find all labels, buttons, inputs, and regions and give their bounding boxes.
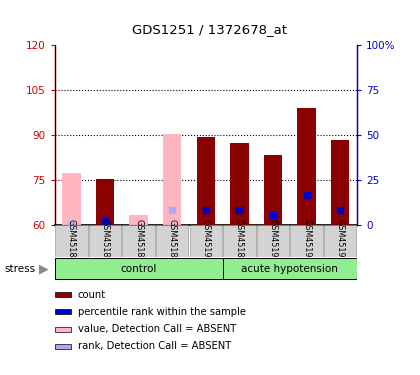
- Bar: [55, 309, 71, 314]
- Text: GSM45188: GSM45188: [235, 219, 244, 262]
- Bar: [163, 134, 181, 225]
- Bar: [331, 140, 349, 225]
- Bar: [55, 292, 71, 297]
- Bar: [257, 225, 289, 256]
- Text: ▶: ▶: [39, 262, 48, 275]
- Text: rank, Detection Call = ABSENT: rank, Detection Call = ABSENT: [78, 341, 231, 351]
- Text: GSM45192: GSM45192: [336, 219, 345, 263]
- Bar: [62, 172, 81, 225]
- Bar: [123, 225, 155, 256]
- Text: GSM45189: GSM45189: [168, 219, 177, 262]
- Text: value, Detection Call = ABSENT: value, Detection Call = ABSENT: [78, 324, 236, 334]
- Text: GSM45190: GSM45190: [268, 219, 278, 262]
- Bar: [197, 136, 215, 225]
- Text: GDS1251 / 1372678_at: GDS1251 / 1372678_at: [132, 22, 288, 36]
- Bar: [156, 225, 188, 256]
- Text: acute hypotension: acute hypotension: [241, 264, 338, 273]
- Bar: [55, 327, 71, 332]
- Bar: [297, 108, 316, 225]
- Bar: [264, 154, 282, 225]
- Text: count: count: [78, 290, 106, 300]
- Text: control: control: [121, 264, 157, 273]
- Bar: [55, 344, 71, 349]
- Text: GSM45187: GSM45187: [134, 219, 143, 262]
- Bar: [230, 142, 249, 225]
- Text: stress: stress: [4, 264, 35, 273]
- Bar: [129, 214, 148, 225]
- Bar: [291, 225, 323, 256]
- Text: percentile rank within the sample: percentile rank within the sample: [78, 307, 246, 317]
- Bar: [190, 225, 222, 256]
- Text: GSM45193: GSM45193: [201, 219, 210, 262]
- Bar: [96, 178, 114, 225]
- Text: GSM45186: GSM45186: [100, 219, 110, 262]
- Bar: [89, 225, 121, 256]
- Bar: [55, 258, 223, 279]
- Bar: [223, 258, 357, 279]
- Bar: [223, 225, 255, 256]
- Text: GSM45184: GSM45184: [67, 219, 76, 262]
- Bar: [324, 225, 356, 256]
- Text: GSM45191: GSM45191: [302, 219, 311, 262]
- Bar: [55, 225, 87, 256]
